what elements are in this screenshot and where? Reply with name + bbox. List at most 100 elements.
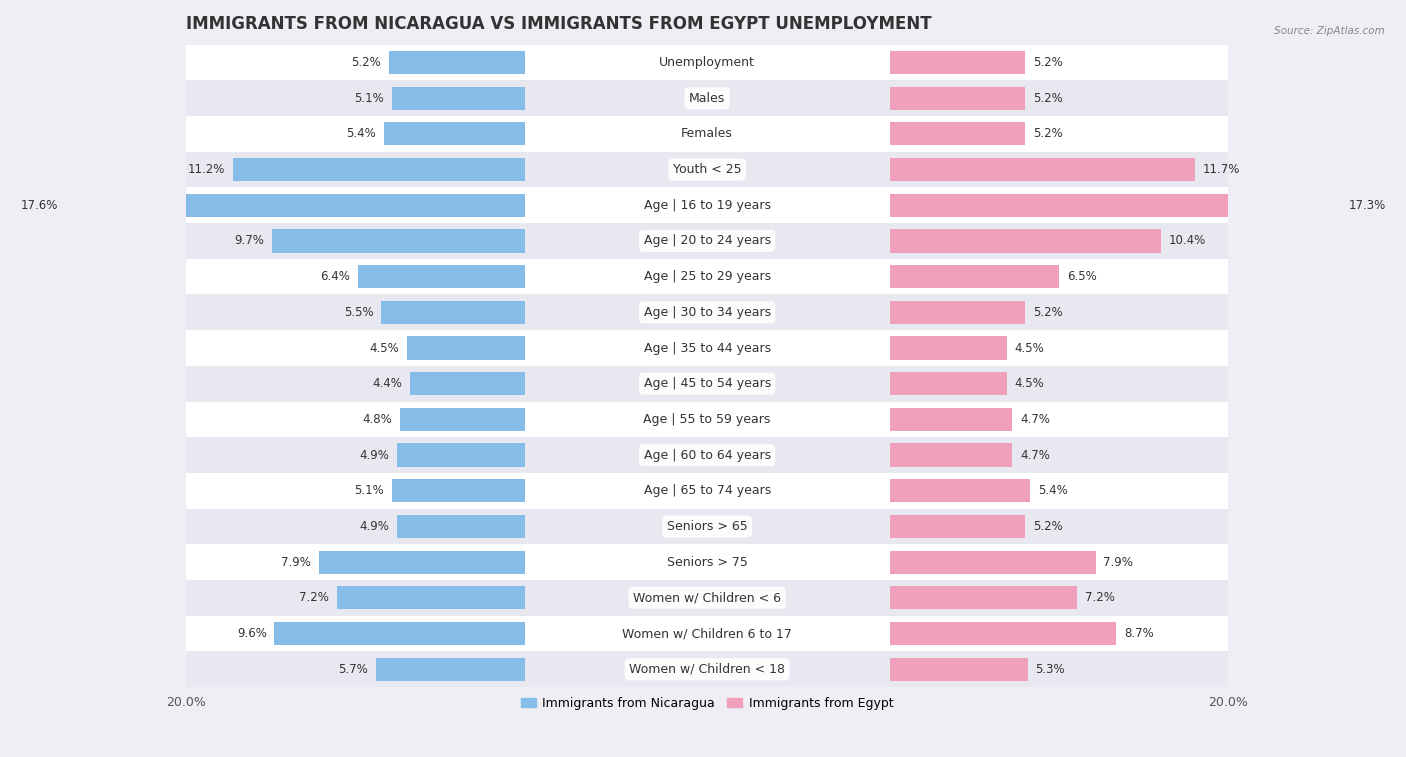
Bar (890, 301, 1025, 324)
Bar (186, 473, 1229, 509)
Text: Age | 55 to 59 years: Age | 55 to 59 years (644, 413, 770, 426)
Text: 8.7%: 8.7% (1125, 627, 1154, 640)
Bar (396, 515, 524, 538)
Bar (890, 51, 1025, 74)
Text: 5.5%: 5.5% (344, 306, 374, 319)
Bar (186, 259, 1229, 294)
Text: Age | 45 to 54 years: Age | 45 to 54 years (644, 377, 770, 390)
Bar (359, 265, 524, 288)
Bar (392, 479, 524, 503)
Text: 4.4%: 4.4% (373, 377, 402, 390)
Text: 17.6%: 17.6% (21, 199, 58, 212)
Text: 5.2%: 5.2% (1033, 520, 1063, 533)
Bar (66, 194, 524, 217)
Text: Males: Males (689, 92, 725, 104)
Bar (399, 408, 524, 431)
Bar (381, 301, 524, 324)
Text: Women w/ Children 6 to 17: Women w/ Children 6 to 17 (623, 627, 792, 640)
Text: Females: Females (682, 127, 733, 140)
Text: 5.2%: 5.2% (1033, 56, 1063, 69)
Text: 7.2%: 7.2% (299, 591, 329, 604)
Text: Women w/ Children < 6: Women w/ Children < 6 (633, 591, 782, 604)
Bar (233, 158, 524, 181)
Text: 5.4%: 5.4% (346, 127, 377, 140)
Text: Age | 35 to 44 years: Age | 35 to 44 years (644, 341, 770, 354)
Text: 5.7%: 5.7% (339, 662, 368, 676)
Bar (890, 479, 1031, 503)
Text: 4.8%: 4.8% (361, 413, 392, 426)
Text: 5.2%: 5.2% (352, 56, 381, 69)
Bar (186, 45, 1229, 80)
Text: 6.5%: 6.5% (1067, 270, 1097, 283)
Bar (186, 80, 1229, 116)
Text: Youth < 25: Youth < 25 (673, 163, 741, 176)
Text: 6.4%: 6.4% (321, 270, 350, 283)
Bar (186, 580, 1229, 615)
Text: 4.9%: 4.9% (360, 520, 389, 533)
Bar (186, 544, 1229, 580)
Text: 5.1%: 5.1% (354, 92, 384, 104)
Bar (319, 550, 524, 574)
Text: 9.7%: 9.7% (235, 235, 264, 248)
Text: Age | 20 to 24 years: Age | 20 to 24 years (644, 235, 770, 248)
Text: 5.2%: 5.2% (1033, 306, 1063, 319)
Bar (890, 86, 1025, 110)
Bar (890, 515, 1025, 538)
Text: Age | 65 to 74 years: Age | 65 to 74 years (644, 484, 770, 497)
Bar (890, 336, 1007, 360)
Text: 5.4%: 5.4% (1038, 484, 1069, 497)
Text: 5.3%: 5.3% (1036, 662, 1066, 676)
Bar (890, 550, 1095, 574)
Bar (384, 123, 524, 145)
Text: Age | 30 to 34 years: Age | 30 to 34 years (644, 306, 770, 319)
Legend: Immigrants from Nicaragua, Immigrants from Egypt: Immigrants from Nicaragua, Immigrants fr… (516, 692, 898, 715)
Bar (186, 401, 1229, 438)
Bar (186, 223, 1229, 259)
Text: Age | 16 to 19 years: Age | 16 to 19 years (644, 199, 770, 212)
Text: 7.9%: 7.9% (1104, 556, 1133, 569)
Text: Source: ZipAtlas.com: Source: ZipAtlas.com (1274, 26, 1385, 36)
Text: 11.7%: 11.7% (1202, 163, 1240, 176)
Text: 4.5%: 4.5% (1015, 377, 1045, 390)
Bar (408, 336, 524, 360)
Bar (186, 116, 1229, 151)
Bar (186, 330, 1229, 366)
Text: 10.4%: 10.4% (1168, 235, 1206, 248)
Bar (890, 265, 1059, 288)
Bar (186, 438, 1229, 473)
Text: 7.2%: 7.2% (1085, 591, 1115, 604)
Bar (890, 194, 1340, 217)
Bar (890, 372, 1007, 395)
Text: 4.5%: 4.5% (370, 341, 399, 354)
Text: 7.9%: 7.9% (281, 556, 311, 569)
Bar (890, 229, 1161, 253)
Bar (890, 622, 1116, 645)
Text: Age | 60 to 64 years: Age | 60 to 64 years (644, 449, 770, 462)
Bar (890, 408, 1012, 431)
Bar (186, 615, 1229, 651)
Text: 11.2%: 11.2% (187, 163, 225, 176)
Bar (186, 151, 1229, 188)
Bar (186, 651, 1229, 687)
Bar (337, 586, 524, 609)
Bar (274, 622, 524, 645)
Text: 4.7%: 4.7% (1019, 413, 1050, 426)
Text: 4.7%: 4.7% (1019, 449, 1050, 462)
Bar (411, 372, 524, 395)
Bar (392, 86, 524, 110)
Text: 5.1%: 5.1% (354, 484, 384, 497)
Bar (890, 444, 1012, 466)
Bar (186, 294, 1229, 330)
Bar (186, 366, 1229, 401)
Text: Seniors > 75: Seniors > 75 (666, 556, 748, 569)
Text: 9.6%: 9.6% (236, 627, 267, 640)
Bar (389, 51, 524, 74)
Text: IMMIGRANTS FROM NICARAGUA VS IMMIGRANTS FROM EGYPT UNEMPLOYMENT: IMMIGRANTS FROM NICARAGUA VS IMMIGRANTS … (186, 15, 932, 33)
Bar (271, 229, 524, 253)
Text: 4.5%: 4.5% (1015, 341, 1045, 354)
Bar (186, 509, 1229, 544)
Text: Unemployment: Unemployment (659, 56, 755, 69)
Text: Women w/ Children < 18: Women w/ Children < 18 (628, 662, 785, 676)
Text: 4.9%: 4.9% (360, 449, 389, 462)
Text: 5.2%: 5.2% (1033, 127, 1063, 140)
